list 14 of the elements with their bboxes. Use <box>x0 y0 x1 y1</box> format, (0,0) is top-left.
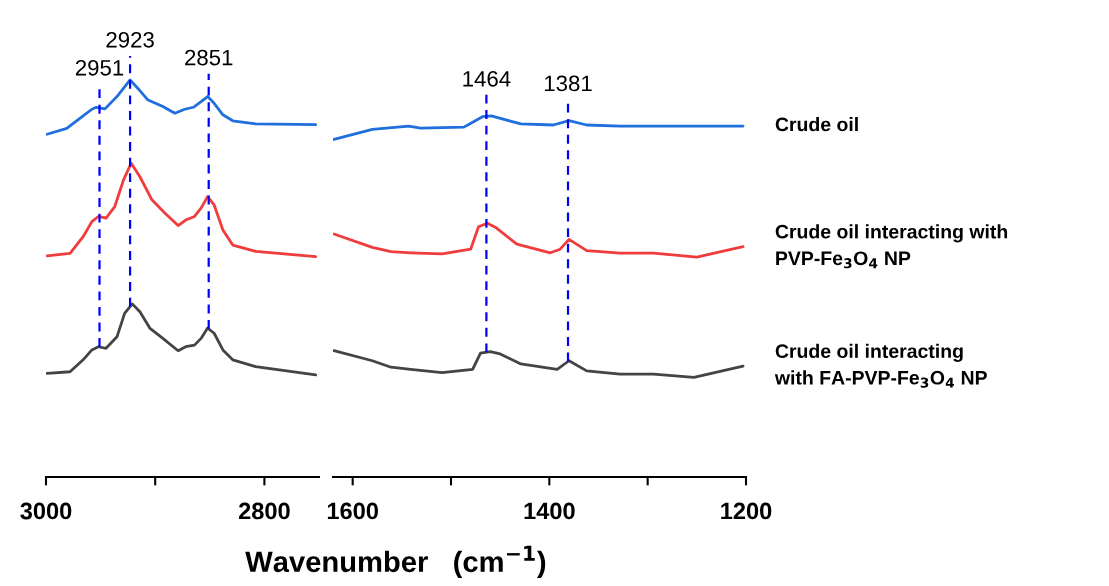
series-label: Crude oil <box>775 117 858 132</box>
x-axis-title: Wavenumber (cm$^{−1}$) <box>245 545 546 578</box>
ref-line-label: 2923 <box>106 31 154 48</box>
ref-line-label: 1464 <box>463 70 511 87</box>
ref-line-label: 1381 <box>545 75 592 92</box>
ref-line-label: 2851 <box>185 49 233 66</box>
series-label: Crude oil interacting with PVP-Fe$_{3}$O$_{4}$ NP <box>775 224 1008 269</box>
series-label: Crude oil interacting with FA-PVP-Fe$_{3}$O$_{4}$ NP <box>774 343 987 388</box>
x-tick-label: 1200 <box>721 502 772 520</box>
ref-line-label: 2951 <box>75 59 124 76</box>
x-tick-label: 1400 <box>524 502 575 520</box>
x-tick-label: 1600 <box>327 502 378 520</box>
x-tick-label: 3000 <box>20 502 72 520</box>
x-tick-label: 2800 <box>238 502 290 520</box>
